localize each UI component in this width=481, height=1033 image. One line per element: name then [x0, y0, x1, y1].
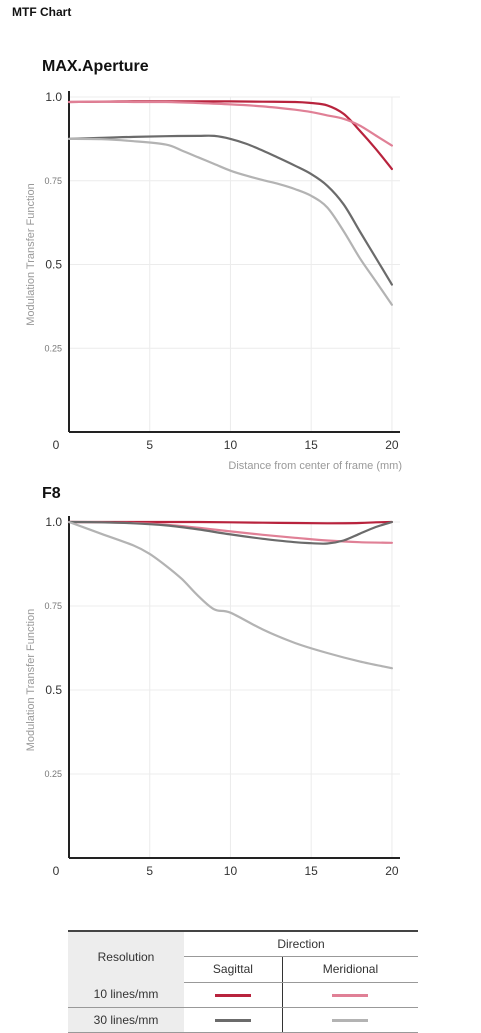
series-line [67, 134, 393, 286]
page-heading: MTF Chart [12, 5, 72, 19]
legend-cell-meridional [282, 1007, 418, 1033]
x-tick-label: 5 [146, 438, 153, 452]
legend-table: Resolution Direction Sagittal Meridional… [68, 930, 418, 1033]
x-tick-label: 15 [305, 864, 319, 878]
legend-row-label: 10 lines/mm [68, 982, 184, 1008]
x-tick-label: 10 [224, 864, 238, 878]
chart-title-f8: F8 [42, 485, 61, 502]
y-tick-label: 0.75 [44, 176, 62, 186]
legend-swatch [332, 993, 369, 997]
series-line [67, 137, 393, 306]
mtf-chart-f8: 1.0 0.5 0.75 0.25 0 5 10 15 20 Modulation Transfe… [25, 515, 400, 878]
y-tick-label: 0.25 [44, 769, 62, 779]
chart-title-max-aperture: MAX.Aperture [42, 58, 149, 75]
legend-header-resolution: Resolution [68, 930, 184, 982]
legend-row-label: 30 lines/mm [68, 1007, 184, 1033]
y-axis-label: Modulation Transfer Function [25, 609, 37, 751]
y-tick-label: 0.5 [45, 258, 62, 272]
y-tick-label: 1.0 [45, 90, 62, 104]
series-line [67, 520, 393, 670]
x-tick-label: 0 [53, 438, 60, 452]
legend-subheader-sagittal: Sagittal [184, 956, 283, 983]
legend-cell-meridional [282, 982, 418, 1008]
x-tick-label: 20 [385, 864, 399, 878]
x-axis-label: Distance from center of frame (mm) [228, 460, 402, 472]
y-tick-label: 0.75 [44, 601, 62, 611]
x-tick-label: 5 [146, 864, 153, 878]
legend-swatch [332, 1018, 369, 1022]
y-tick-label: 0.25 [44, 343, 62, 353]
x-tick-label: 20 [385, 438, 399, 452]
y-tick-label: 0.5 [45, 683, 62, 697]
legend-cell-sagittal [184, 1007, 283, 1033]
series-line [67, 100, 393, 147]
legend-subheader-meridional: Meridional [282, 956, 418, 983]
series-line [67, 520, 393, 545]
mtf-chart-max-aperture: 1.0 0.5 0.75 0.25 0 5 10 15 20 Modulation Transfe… [25, 90, 402, 472]
x-tick-label: 10 [224, 438, 238, 452]
legend-swatch [214, 1018, 251, 1022]
legend-cell-sagittal [184, 982, 283, 1008]
y-axis-label: Modulation Transfer Function [25, 183, 37, 325]
x-tick-label: 15 [305, 438, 319, 452]
y-tick-label: 1.0 [45, 515, 62, 529]
legend-header-direction: Direction [184, 930, 418, 958]
x-tick-label: 0 [53, 864, 60, 878]
legend-swatch [214, 993, 251, 997]
